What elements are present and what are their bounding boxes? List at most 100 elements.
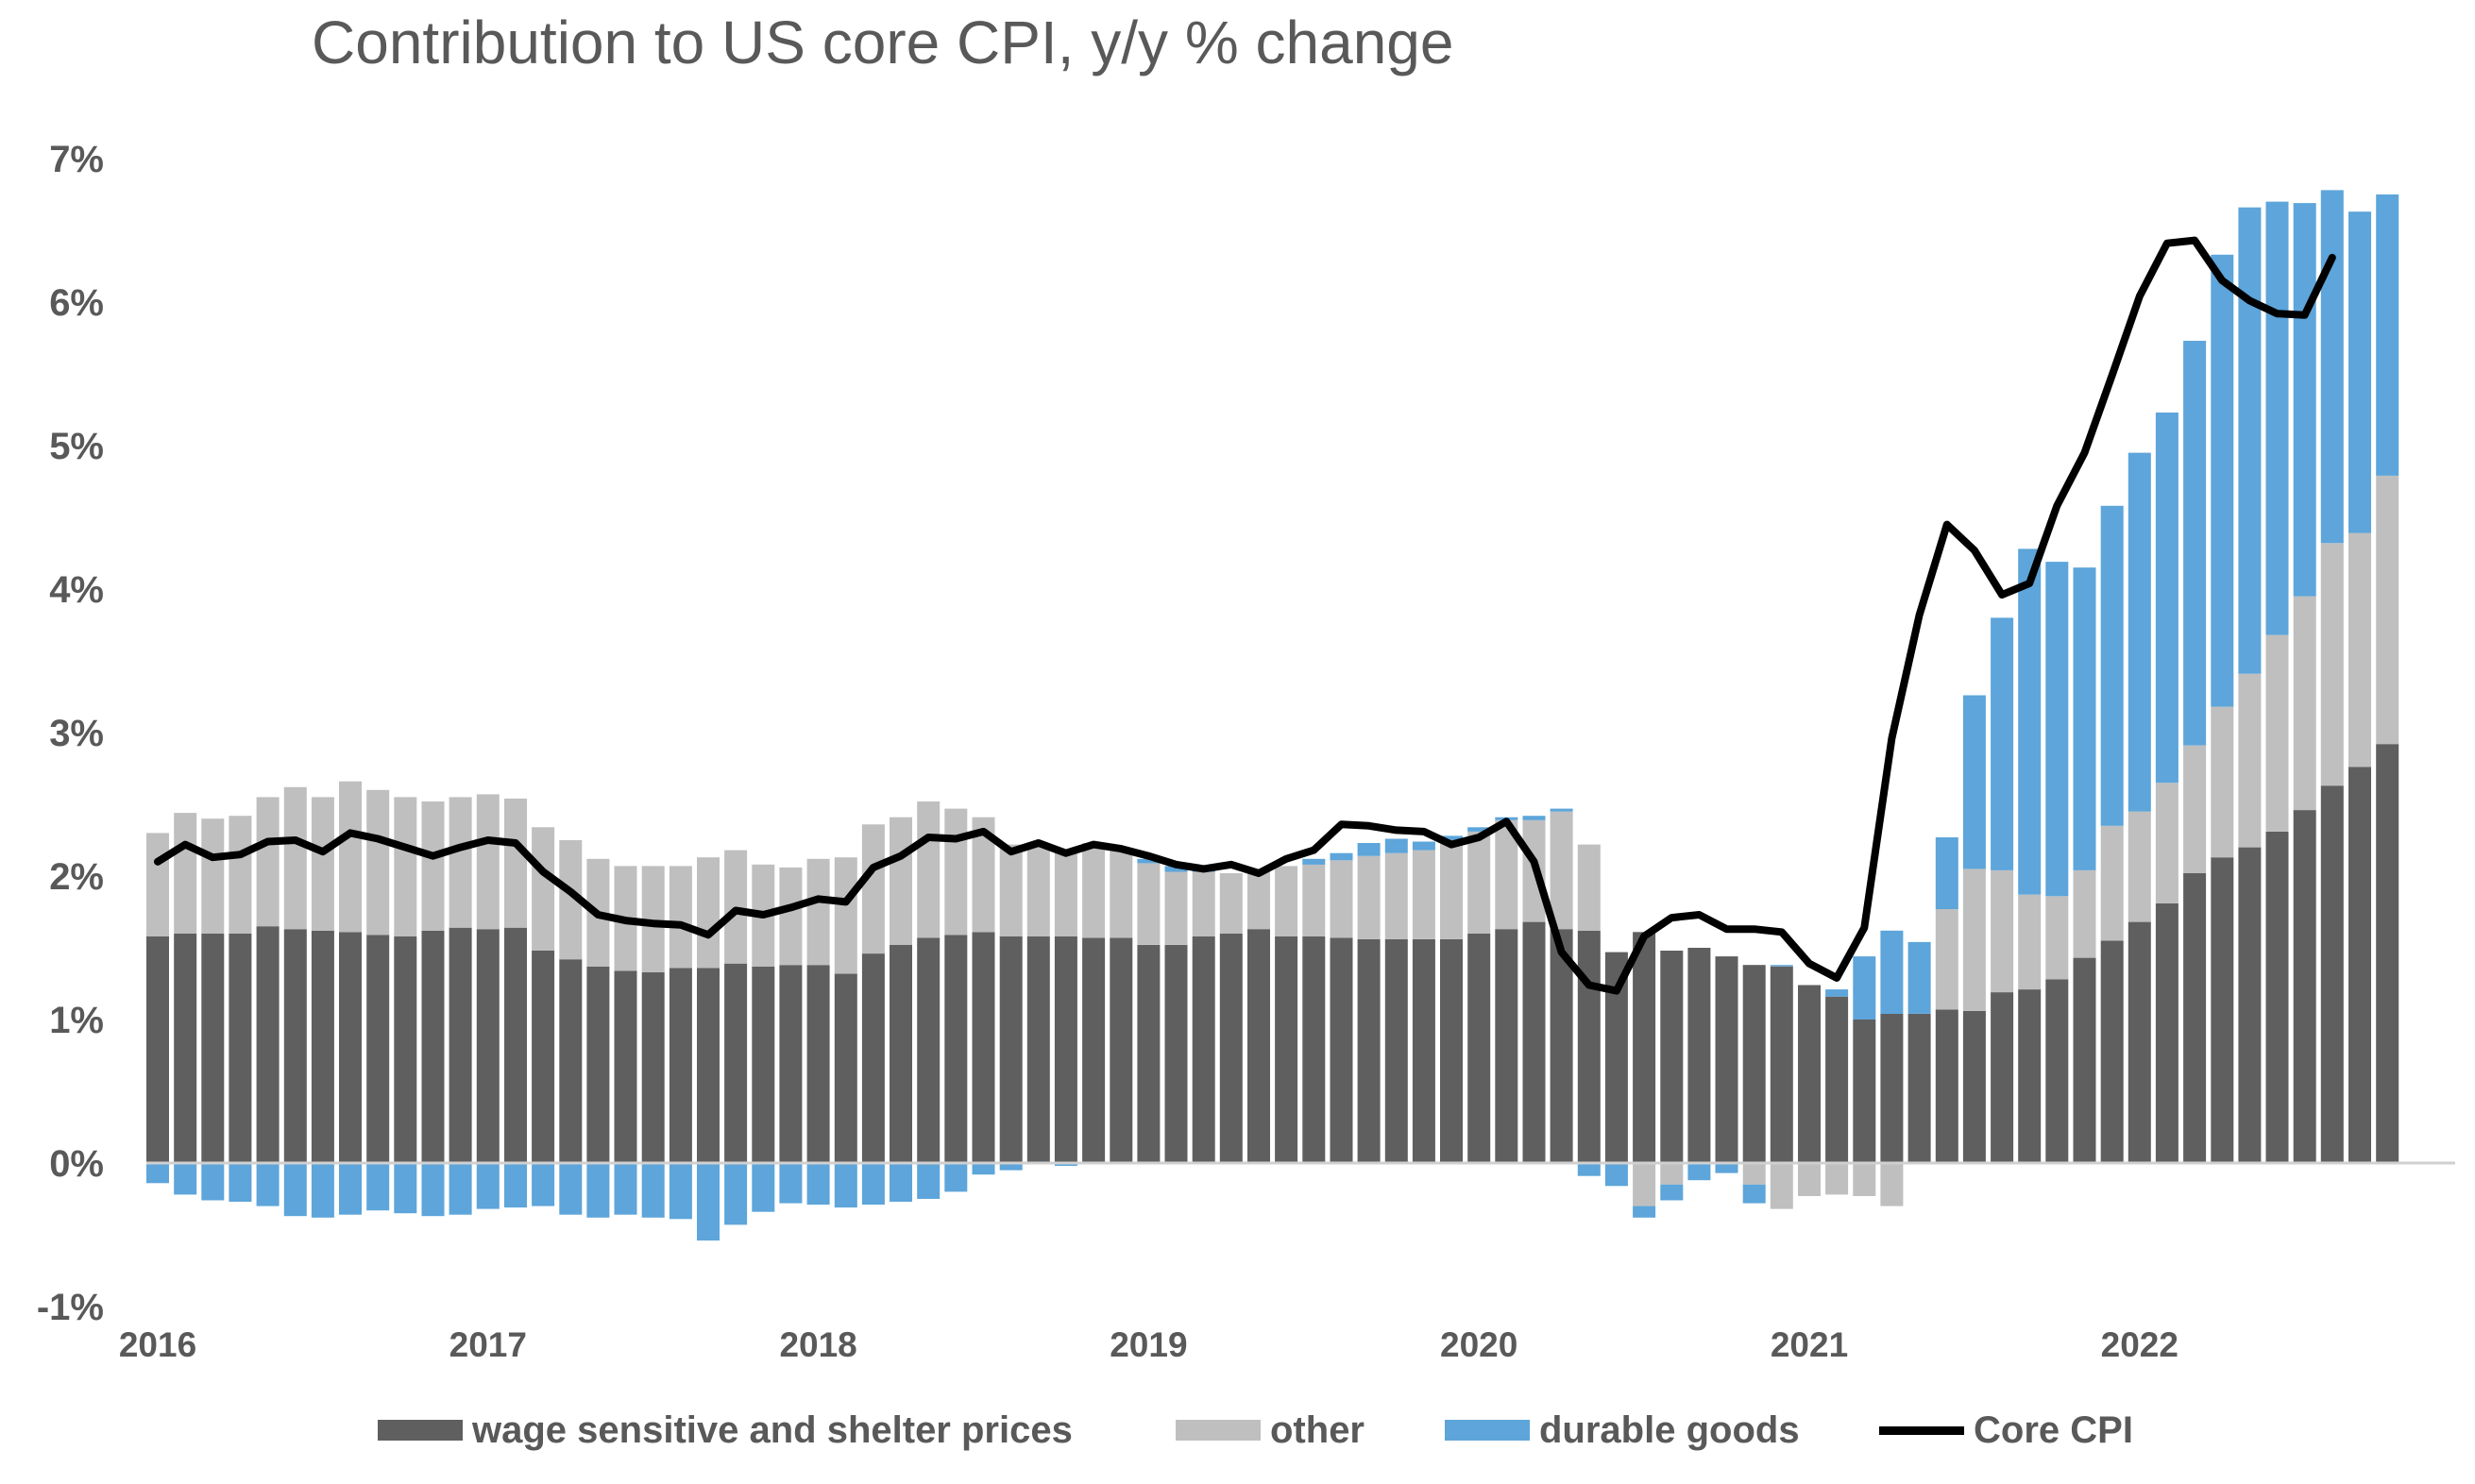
bar-other (476, 794, 500, 930)
bar-other (394, 797, 417, 936)
bar-other (2183, 745, 2207, 873)
bar-wage (614, 970, 637, 1163)
bar-durable (1770, 965, 1793, 967)
bar-other (421, 801, 445, 931)
bar-other (229, 816, 252, 934)
bar-other (697, 857, 720, 969)
y-tick-label: 1% (49, 1000, 104, 1041)
bar-other (1192, 871, 1215, 936)
bar-other (201, 818, 225, 934)
bar-durable (1935, 837, 1958, 909)
bar-wage (1550, 929, 1573, 1163)
bar-wage (1275, 936, 1298, 1163)
bar-other (861, 824, 885, 954)
bar-wage (1164, 945, 1188, 1163)
bar-wage (1825, 996, 1849, 1163)
bar-other (2045, 896, 2069, 980)
bar-other (2320, 543, 2344, 786)
bar-wage (1633, 932, 1656, 1163)
bar-other (1577, 844, 1601, 931)
bar-wage (999, 936, 1023, 1163)
bar-wage (1742, 965, 1766, 1163)
bar-durable (311, 1163, 334, 1218)
bar-durable (779, 1163, 803, 1204)
bar-durable (1384, 838, 1408, 853)
bar-other (779, 867, 803, 966)
bar-durable (1412, 841, 1435, 851)
bar-wage (2320, 785, 2344, 1163)
bar-durable (1853, 956, 1876, 1020)
bar-wage (1247, 929, 1270, 1163)
bar-wage (1853, 1020, 1876, 1163)
bar-durable (999, 1163, 1023, 1171)
bar-other (1164, 871, 1188, 945)
bar-wage (2376, 744, 2399, 1163)
bar-other (1991, 869, 2014, 993)
bar-durable (1604, 1163, 1628, 1187)
bar-other (1412, 850, 1435, 939)
bar-wage (1082, 937, 1106, 1163)
bar-wage (2045, 979, 2069, 1163)
bar-durable (2265, 201, 2289, 635)
bar-durable (476, 1163, 500, 1209)
bar-wage (476, 929, 500, 1163)
y-axis-ticks: 7% 6% 5% 4% 3% 2% 1% 0% -1% (37, 139, 104, 1328)
bar-durable (559, 1163, 583, 1215)
y-tick-label: -1% (37, 1287, 104, 1328)
bar-other (1798, 1163, 1821, 1196)
bar-other (2018, 894, 2042, 990)
x-tick-label: 2022 (2101, 1325, 2178, 1364)
bar-wage (1991, 992, 2014, 1163)
bar-durable (1991, 617, 2014, 870)
bar-other (1660, 1163, 1684, 1185)
bar-other (2376, 475, 2399, 745)
bar-wage (779, 965, 803, 1163)
bar-other (917, 801, 941, 938)
bar-wage (256, 926, 280, 1163)
bar-wage (1054, 936, 1077, 1163)
bar-wage (2238, 847, 2262, 1163)
x-tick-label: 2019 (1110, 1325, 1187, 1364)
bar-other (1384, 852, 1408, 939)
bar-durable (1467, 827, 1491, 832)
y-tick-label: 2% (49, 856, 104, 898)
bar-wage (1219, 933, 1243, 1163)
bar-other (174, 813, 197, 934)
bar-durable (1880, 930, 1904, 1014)
bar-durable (283, 1163, 307, 1217)
bar-durable (1357, 843, 1381, 856)
bar-wage (2018, 989, 2042, 1163)
bar-wage (806, 965, 830, 1163)
y-tick-label: 5% (49, 426, 104, 467)
bar-wage (697, 968, 720, 1163)
bar-other (2155, 783, 2178, 903)
bar-other (1742, 1163, 1766, 1185)
bar-other (1082, 843, 1106, 938)
bar-durable (1137, 858, 1161, 864)
bar-wage (421, 930, 445, 1163)
bar-durable (972, 1163, 995, 1175)
bar-durable (201, 1163, 225, 1201)
bar-durable (146, 1163, 169, 1184)
bar-other (146, 833, 169, 936)
bar-other (1550, 811, 1573, 930)
bar-other (1357, 855, 1381, 939)
bar-other (1110, 850, 1133, 938)
bar-other (311, 797, 334, 931)
bar-wage (1440, 938, 1463, 1163)
y-tick-label: 7% (49, 139, 104, 180)
bar-wage (339, 932, 362, 1163)
legend: wage sensitive and shelter prices other … (0, 1397, 2475, 1463)
bar-other (283, 786, 307, 930)
legend-swatch-wage (378, 1420, 463, 1441)
x-tick-label: 2016 (119, 1325, 196, 1364)
bar-durable (752, 1163, 775, 1212)
bar-durable (2155, 413, 2178, 784)
legend-item-wage: wage sensitive and shelter prices (378, 1397, 1073, 1463)
bar-durable (917, 1163, 941, 1199)
bar-durable (2293, 203, 2316, 597)
bar-wage (1798, 985, 1821, 1163)
bar-wage (972, 932, 995, 1163)
bar-wage (944, 935, 968, 1163)
